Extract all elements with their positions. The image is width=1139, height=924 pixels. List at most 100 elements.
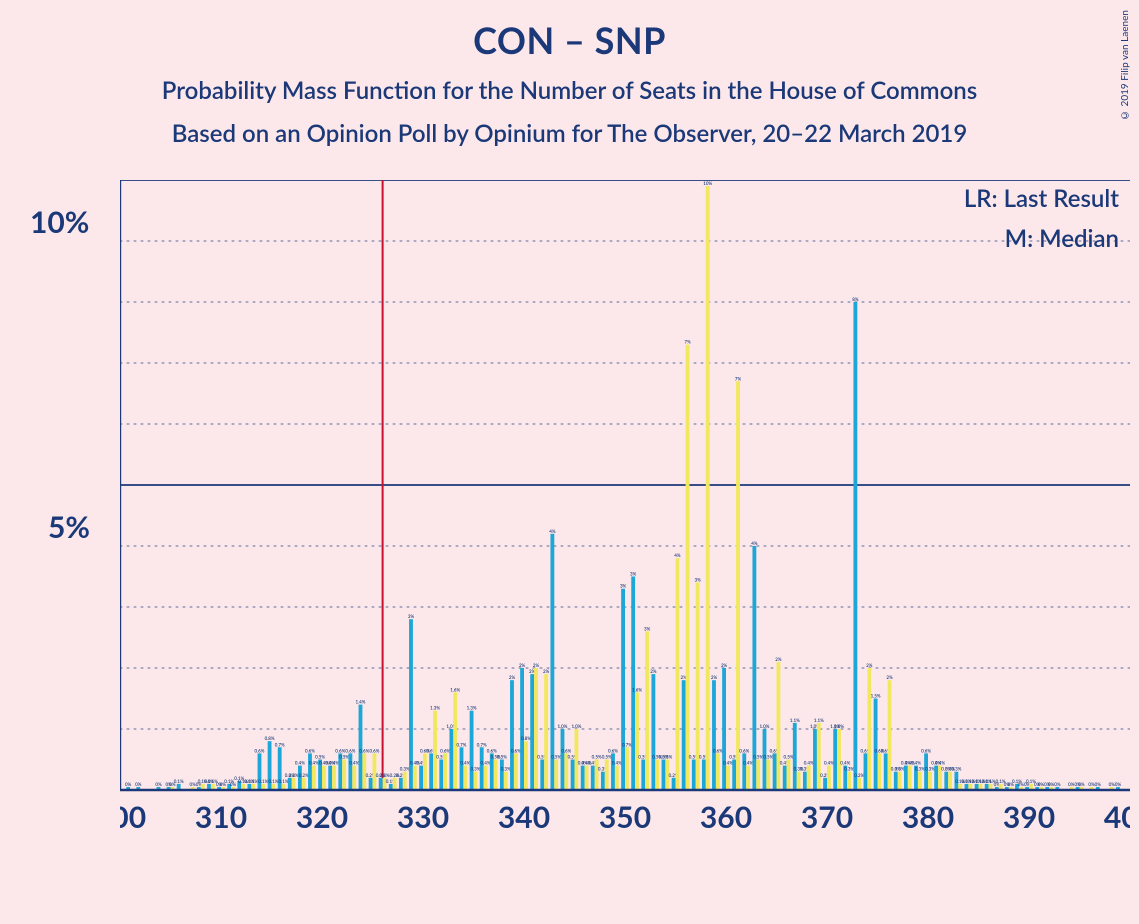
- y-tick-10: 10%: [30, 204, 89, 240]
- svg-text:0.5%: 0.5%: [315, 755, 325, 760]
- svg-text:0.6%: 0.6%: [335, 748, 345, 753]
- svg-text:0%: 0%: [155, 782, 162, 787]
- copyright-label: © 2019 Filip van Laenen: [1119, 10, 1131, 121]
- svg-text:0.7%: 0.7%: [457, 742, 467, 747]
- svg-text:4%: 4%: [549, 529, 556, 534]
- svg-text:0.4%: 0.4%: [295, 761, 305, 766]
- svg-text:0.6%: 0.6%: [305, 748, 315, 753]
- svg-text:0.2%: 0.2%: [289, 773, 299, 778]
- svg-text:1.0%: 1.0%: [571, 724, 581, 729]
- svg-text:0.3%: 0.3%: [470, 767, 480, 772]
- svg-text:0.5%: 0.5%: [662, 755, 672, 760]
- chart-subtitle-1: Probability Mass Function for the Number…: [0, 76, 1139, 105]
- svg-text:340: 340: [498, 799, 550, 835]
- svg-text:0.8%: 0.8%: [265, 736, 275, 741]
- svg-text:360: 360: [700, 799, 752, 835]
- svg-text:0.4%: 0.4%: [743, 761, 753, 766]
- svg-text:4%: 4%: [674, 553, 681, 558]
- svg-text:3%: 3%: [620, 584, 627, 589]
- svg-text:0.4%: 0.4%: [309, 761, 319, 766]
- svg-text:0.4%: 0.4%: [840, 761, 850, 766]
- svg-text:0.3%: 0.3%: [844, 767, 854, 772]
- svg-text:3%: 3%: [630, 572, 637, 577]
- svg-text:0.5%: 0.5%: [763, 755, 773, 760]
- svg-text:3%: 3%: [694, 578, 701, 583]
- svg-text:1.0%: 1.0%: [558, 724, 568, 729]
- svg-text:0.6%: 0.6%: [561, 748, 571, 753]
- svg-text:0.2%: 0.2%: [299, 773, 309, 778]
- svg-text:2%: 2%: [886, 675, 893, 680]
- svg-text:0.4%: 0.4%: [460, 761, 470, 766]
- svg-text:0.4%: 0.4%: [824, 761, 834, 766]
- svg-text:0.6%: 0.6%: [608, 748, 618, 753]
- chart-title: CON – SNP: [0, 0, 1139, 62]
- svg-text:1.6%: 1.6%: [632, 687, 642, 692]
- svg-text:1.0%: 1.0%: [760, 724, 770, 729]
- svg-text:2%: 2%: [533, 663, 540, 668]
- svg-text:0.5%: 0.5%: [784, 755, 794, 760]
- svg-text:370: 370: [801, 799, 853, 835]
- svg-text:10%: 10%: [703, 181, 712, 186]
- svg-text:0.6%: 0.6%: [440, 748, 450, 753]
- chart-subtitle-2: Based on an Opinion Poll by Opinium for …: [0, 119, 1139, 148]
- svg-text:310: 310: [195, 799, 247, 835]
- svg-text:0.5%: 0.5%: [339, 755, 349, 760]
- svg-text:0.4%: 0.4%: [349, 761, 359, 766]
- svg-text:0.3%: 0.3%: [501, 767, 511, 772]
- svg-text:0%: 0%: [1054, 782, 1061, 787]
- svg-text:0.5%: 0.5%: [497, 755, 507, 760]
- svg-text:0.5%: 0.5%: [753, 755, 763, 760]
- svg-text:0.8%: 0.8%: [521, 736, 531, 741]
- svg-text:0.7%: 0.7%: [622, 742, 632, 747]
- svg-text:0.3%: 0.3%: [951, 767, 961, 772]
- pmf-chart: 0%0%0%0%0%0%0.1%0%0%0.1%0.1%0.1%0%0%0.1%…: [120, 180, 1130, 840]
- svg-text:2%: 2%: [721, 663, 728, 668]
- svg-text:0.2%: 0.2%: [380, 773, 390, 778]
- svg-text:0.3%: 0.3%: [400, 767, 410, 772]
- svg-text:0.3%: 0.3%: [925, 767, 935, 772]
- svg-text:0.6%: 0.6%: [739, 748, 749, 753]
- svg-text:8%: 8%: [852, 297, 859, 302]
- svg-text:0.3%: 0.3%: [915, 767, 925, 772]
- svg-text:0.6%: 0.6%: [359, 748, 369, 753]
- svg-text:0.1%: 0.1%: [268, 779, 278, 784]
- svg-text:0.6%: 0.6%: [487, 748, 497, 753]
- svg-text:0.7%: 0.7%: [275, 742, 285, 747]
- svg-text:0.4%: 0.4%: [911, 761, 921, 766]
- svg-text:0%: 0%: [125, 782, 132, 787]
- svg-text:0.6%: 0.6%: [345, 748, 355, 753]
- svg-text:2%: 2%: [509, 675, 516, 680]
- svg-text:0.6%: 0.6%: [255, 748, 265, 753]
- svg-text:400: 400: [1104, 799, 1130, 835]
- svg-text:0.4%: 0.4%: [804, 761, 814, 766]
- svg-text:0.5%: 0.5%: [602, 755, 612, 760]
- svg-text:0.5%: 0.5%: [551, 755, 561, 760]
- svg-text:0.4%: 0.4%: [612, 761, 622, 766]
- svg-text:0.6%: 0.6%: [921, 748, 931, 753]
- svg-text:7%: 7%: [684, 340, 691, 345]
- svg-text:0.4%: 0.4%: [481, 761, 491, 766]
- svg-text:1.3%: 1.3%: [430, 706, 440, 711]
- svg-text:0.2%: 0.2%: [854, 773, 864, 778]
- svg-text:320: 320: [296, 799, 348, 835]
- svg-text:0.6%: 0.6%: [511, 748, 521, 753]
- svg-text:0.1%: 0.1%: [248, 779, 258, 784]
- svg-text:2%: 2%: [866, 663, 873, 668]
- svg-text:390: 390: [1003, 799, 1055, 835]
- svg-text:0.7%: 0.7%: [477, 742, 487, 747]
- svg-text:3%: 3%: [644, 626, 651, 631]
- svg-text:0.1%: 0.1%: [258, 779, 268, 784]
- svg-text:2%: 2%: [543, 669, 550, 674]
- svg-text:1.0%: 1.0%: [834, 724, 844, 729]
- svg-text:2%: 2%: [519, 663, 526, 668]
- svg-text:0.4%: 0.4%: [329, 761, 339, 766]
- svg-text:0.4%: 0.4%: [935, 761, 945, 766]
- svg-text:1.5%: 1.5%: [871, 694, 881, 699]
- svg-text:0%: 0%: [230, 782, 237, 787]
- svg-text:2%: 2%: [775, 657, 782, 662]
- svg-text:4%: 4%: [751, 541, 758, 546]
- svg-text:350: 350: [599, 799, 651, 835]
- svg-text:0%: 0%: [1078, 782, 1085, 787]
- svg-text:2%: 2%: [711, 675, 718, 680]
- svg-text:0%: 0%: [135, 782, 142, 787]
